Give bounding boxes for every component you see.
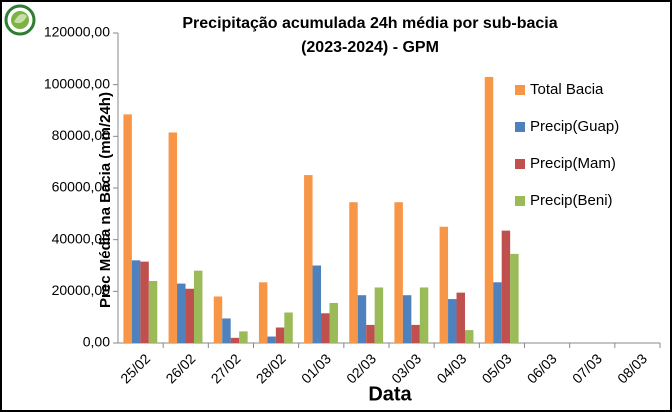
bar [484, 76, 494, 344]
bar [312, 265, 322, 343]
x-axis-label: Data [368, 383, 412, 405]
bar [493, 282, 502, 343]
bar [275, 327, 285, 343]
bar [230, 337, 240, 343]
legend-swatch [515, 159, 525, 169]
y-tick-label: 60000,00 [52, 179, 111, 195]
legend-label: Precip(Beni) [530, 192, 613, 209]
bar [357, 295, 367, 343]
bar [510, 253, 519, 343]
bar [304, 175, 313, 343]
legend-swatch [515, 196, 525, 206]
bar [267, 336, 276, 343]
y-tick-label: 40000,00 [52, 230, 111, 246]
bar [411, 324, 420, 343]
legend-label: Precip(Guap) [530, 118, 619, 135]
chart-title: Precipitação acumulada 24h média por sub… [182, 15, 557, 32]
bar [239, 331, 248, 343]
bar [448, 299, 457, 343]
bar [213, 296, 223, 343]
bar [193, 270, 203, 343]
bar [329, 302, 338, 343]
bar [374, 287, 384, 343]
bar [284, 312, 293, 343]
legend-label: Total Bacia [530, 81, 604, 98]
bar [185, 288, 194, 343]
bar [419, 287, 429, 343]
bar [501, 230, 511, 343]
bar [439, 226, 449, 343]
y-tick-label: 80000,00 [52, 127, 111, 143]
bar [366, 324, 375, 343]
bar [123, 114, 132, 343]
bar [258, 282, 268, 343]
bar [148, 281, 158, 343]
y-tick-label: 20000,00 [52, 282, 111, 298]
y-tick-label: 120000,00 [44, 24, 110, 40]
bar [222, 318, 231, 343]
bar [131, 260, 141, 343]
bar [177, 283, 186, 343]
legend-label: Precip(Mam) [530, 155, 616, 172]
chart-title: (2023-2024) - GPM [301, 39, 439, 56]
bar [394, 202, 403, 343]
bar [321, 313, 330, 343]
bar [456, 292, 465, 343]
legend-swatch [515, 122, 525, 132]
bar [402, 295, 412, 343]
bar [349, 202, 358, 343]
bar [464, 330, 474, 343]
y-axis-label: Prec Média na Bacia (mm/24h) [97, 92, 114, 308]
bar [168, 132, 178, 343]
y-tick-label: 100000,00 [44, 75, 110, 91]
bar [140, 261, 149, 343]
legend-swatch [515, 85, 525, 95]
y-tick-label: 0,00 [83, 334, 110, 350]
logo [4, 4, 36, 36]
